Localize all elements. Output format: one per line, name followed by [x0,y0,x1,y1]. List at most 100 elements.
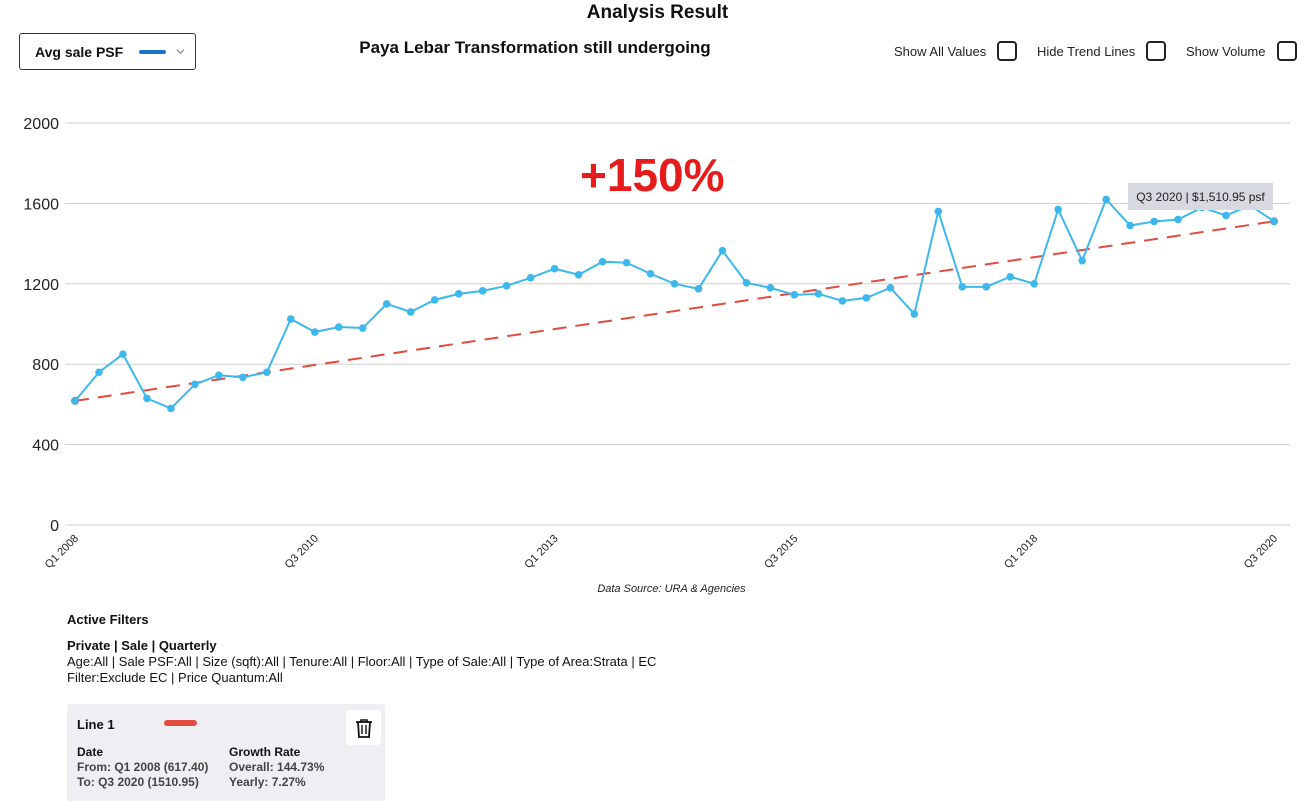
data-point[interactable] [1102,195,1110,204]
data-source-note: Data Source: URA & Agencies [597,583,746,595]
data-point[interactable] [1054,205,1062,214]
trash-icon [355,718,372,738]
data-point[interactable] [263,368,271,377]
data-point[interactable] [167,404,175,413]
y-tick-label: 1200 [23,277,59,294]
data-point[interactable] [143,394,151,403]
data-point[interactable] [814,290,823,298]
data-point[interactable] [934,207,943,216]
data-point[interactable] [215,371,223,380]
checkbox[interactable] [997,41,1018,61]
chart-title: Paya Lebar Transformation still undergoi… [359,38,711,57]
data-point[interactable] [670,280,679,288]
x-tick-label: Q3 2020 [1242,533,1280,571]
line-summary-card: Line 1 Date From: Q1 2008 (617.40) To: Q… [67,704,385,801]
data-point[interactable] [1078,256,1086,265]
x-tick-label: Q3 2015 [762,533,800,571]
data-point[interactable] [886,284,895,292]
data-point[interactable] [334,323,343,331]
checkbox[interactable] [1276,41,1297,61]
data-point[interactable] [646,269,655,278]
chevron-down-icon [176,49,185,55]
data-tooltip: Q3 2020 | $1,510.95 psf [1128,183,1273,210]
data-point[interactable] [766,284,775,292]
data-point[interactable] [406,308,415,316]
data-point[interactable] [502,282,511,290]
x-axis-ticks: Q1 2008 Q3 2010 Q1 2013 Q3 2015 Q1 2018 Q3 20… [43,533,1280,571]
line-chart: 0 400 800 1200 1600 2000 Q1 2008 Q3 2010 Q1 201… [23,116,1290,571]
metric-color-swatch [139,49,167,54]
series-line [74,197,1275,410]
page-title: Analysis Result [586,2,729,23]
data-point[interactable] [1030,280,1038,288]
data-point[interactable] [982,283,991,291]
data-point[interactable] [910,310,919,318]
data-point[interactable] [119,350,127,358]
data-point[interactable] [550,264,559,273]
data-point[interactable] [478,287,487,295]
x-tick-label: Q3 2010 [283,533,321,571]
chart-grid [65,122,1290,526]
date-heading: Date [77,745,104,759]
data-point[interactable] [1006,272,1015,281]
data-point[interactable] [287,315,295,323]
y-tick-label: 800 [32,357,59,374]
series-layer [71,195,1278,413]
y-tick-label: 2000 [23,116,59,133]
active-filters-heading: Active Filters [67,612,149,627]
metric-select[interactable]: Avg sale PSF [19,33,196,70]
x-tick-label: Q1 2008 [43,533,81,571]
data-point[interactable] [718,246,727,255]
y-tick-label: 400 [32,438,59,455]
growth-overall: Overall: 144.73% [229,760,325,774]
active-filters-mode: Private | Sale | Quarterly [67,638,217,653]
toggle-label: Show All Values [894,43,987,59]
data-point[interactable] [622,258,631,267]
growth-annotation: +150% [580,149,725,201]
data-point[interactable] [526,273,535,282]
x-tick-label: Q1 2018 [1002,533,1040,571]
active-filters-detail: Age:All | Sale PSF:All | Size (sqft):All… [67,654,657,685]
toggle-label: Hide Trend Lines [1037,43,1136,59]
toggle-hide-trend-lines[interactable]: Hide Trend Lines [1037,41,1167,61]
data-point[interactable] [1126,221,1134,230]
data-point[interactable] [1150,217,1158,226]
data-point[interactable] [1270,217,1278,226]
data-point[interactable] [1174,215,1182,224]
data-point[interactable] [382,300,391,308]
date-from: From: Q1 2008 (617.40) [77,760,209,774]
x-tick-label: Q1 2013 [522,533,560,571]
date-to: To: Q3 2020 (1510.95) [77,775,199,789]
data-point[interactable] [239,373,247,382]
trend-line [74,220,1275,402]
data-point[interactable] [790,291,799,299]
toggle-show-volume[interactable]: Show Volume [1186,41,1297,61]
toggle-show-all-values[interactable]: Show All Values [894,41,1018,61]
data-point[interactable] [574,270,583,279]
line-name: Line 1 [77,717,115,732]
data-point[interactable] [454,290,463,298]
data-point[interactable] [838,297,847,305]
line-color-swatch [164,720,197,726]
data-point[interactable] [742,278,751,287]
delete-line-button[interactable] [346,710,381,745]
data-point[interactable] [1222,211,1230,220]
data-point[interactable] [598,257,607,266]
data-point[interactable] [71,397,79,405]
y-tick-label: 1600 [23,196,59,213]
growth-yearly: Yearly: 7.27% [229,775,306,789]
data-point[interactable] [191,380,199,389]
y-axis-ticks: 0 400 800 1200 1600 2000 [23,116,59,535]
growth-heading: Growth Rate [229,745,301,759]
data-point[interactable] [358,324,367,332]
data-point[interactable] [430,296,439,304]
metric-select-label: Avg sale PSF [35,43,124,60]
data-point[interactable] [311,328,319,336]
checkbox[interactable] [1146,41,1167,61]
toggle-label: Show Volume [1186,43,1266,59]
data-point[interactable] [95,368,103,377]
data-point[interactable] [862,294,871,302]
data-point[interactable] [958,283,967,291]
data-point[interactable] [694,285,703,293]
y-tick-label: 0 [50,518,59,535]
